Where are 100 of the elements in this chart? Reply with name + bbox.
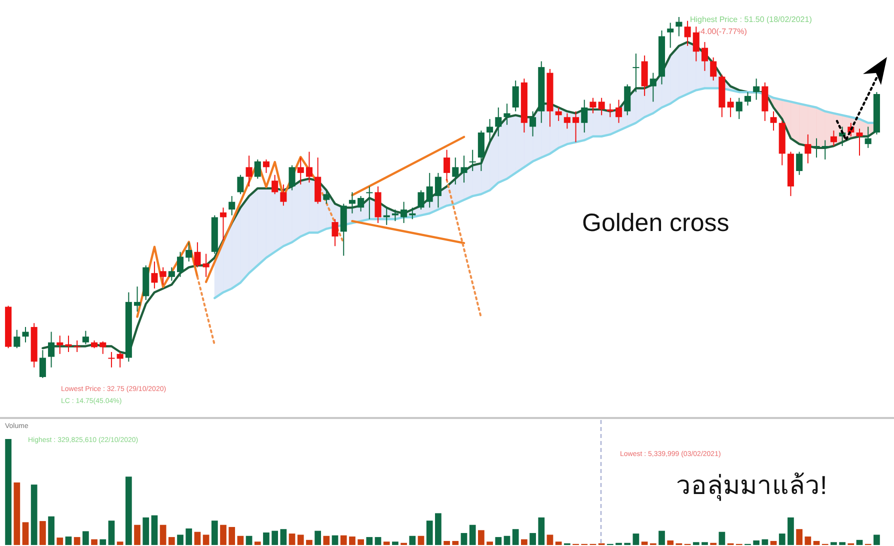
bar [323,536,330,545]
bar [770,540,777,545]
candlestick [306,151,312,184]
bar [177,534,184,545]
candlestick [151,261,158,289]
candlestick [323,190,330,204]
candlestick [736,97,742,120]
candlestick [392,209,398,222]
candlestick [572,110,580,143]
bar [512,529,519,545]
bar [796,529,802,545]
bar [444,540,450,545]
annotation: Highest Price : 51.50 (18/02/2021) [690,15,812,24]
bar [22,522,29,545]
candlestick [186,242,192,262]
candlestick [632,53,640,93]
bar [383,542,390,545]
bar [839,542,846,545]
bar [753,540,760,545]
bar [830,542,837,545]
bar [288,534,296,545]
candlestick [202,253,210,278]
candlestick [74,340,80,353]
candlestick [100,340,106,354]
bar [495,537,502,545]
bar [186,528,192,545]
bar [340,535,347,545]
candlestick [228,196,236,216]
candlestick [400,201,408,224]
bar [718,532,726,545]
bar [813,540,820,545]
candlestick [555,106,562,122]
annotation: -4.00(-7.77%) [698,27,748,36]
bar [452,540,459,545]
bar [228,526,236,545]
candlestick [581,99,588,134]
candlestick [108,352,115,368]
bar [168,537,175,545]
bar [435,513,442,545]
bar [194,532,201,545]
candlestick [753,78,760,100]
candlestick [469,149,476,172]
candlestick [262,158,270,174]
candlestick [650,72,656,102]
bar [332,535,338,545]
candlestick [564,112,570,130]
bar [460,533,468,545]
bar [538,517,545,545]
candlestick [512,80,519,112]
candlestick [39,350,46,378]
bar [160,524,166,545]
bar [486,542,493,545]
bar [530,533,536,545]
candlestick [530,110,536,137]
candlestick [254,158,261,180]
bar [392,542,398,545]
candlestick [246,155,252,187]
candlestick [460,155,468,184]
bar [641,542,648,545]
bar [254,542,261,545]
candlestick [48,331,55,368]
candlestick [744,92,751,106]
annotation: วอลุ่มมาแล้ว! [676,470,828,501]
candlestick [82,330,89,345]
bar [211,520,218,545]
bar [658,530,665,545]
bar [546,534,554,545]
candlestick [22,326,29,343]
bar [297,534,304,545]
bar [116,542,124,545]
bar [280,529,287,545]
candlestick [176,251,184,278]
bar [409,536,416,545]
bar [469,524,476,545]
candlestick [667,22,674,48]
bar [314,530,322,545]
bar [5,439,12,545]
bar [667,540,674,545]
candlestick [590,97,596,114]
candlestick [220,207,227,241]
bar [100,539,106,545]
candlestick [280,184,287,206]
candlestick [358,196,364,212]
bar [14,482,20,545]
bar [125,476,132,545]
candlestick [615,99,622,124]
candlestick [770,110,777,132]
candlestick [822,140,828,160]
bar [56,538,64,545]
candlestick [116,352,124,368]
candlestick [813,138,820,158]
bar [788,517,794,545]
candlestick [676,16,682,37]
bar [521,539,528,545]
bar [272,530,278,545]
candlestick [366,186,373,220]
bar [504,536,510,545]
bar [151,515,158,545]
candlestick [14,329,20,349]
bar [108,520,115,545]
